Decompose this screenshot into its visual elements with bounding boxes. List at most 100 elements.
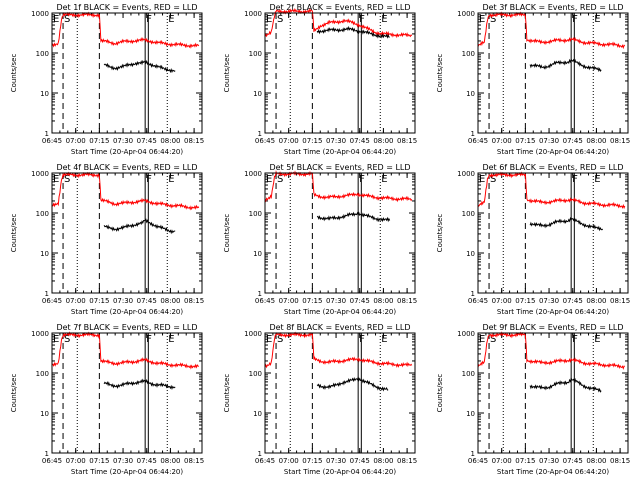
x-tick-label: 07:30 bbox=[539, 457, 559, 465]
y-axis-label: Counts/sec bbox=[436, 214, 444, 253]
x-tick-label: 07:45 bbox=[137, 137, 157, 145]
y-tick-label: 100 bbox=[462, 50, 475, 58]
x-tick-label: 07:30 bbox=[326, 457, 346, 465]
chart-title: Det 3f BLACK = Events, RED = LLD bbox=[482, 3, 623, 12]
x-tick-label: 08:15 bbox=[397, 297, 417, 305]
x-tick-label: 08:00 bbox=[160, 137, 180, 145]
y-tick-label: 100 bbox=[36, 370, 49, 378]
chart-panel: Det 1f BLACK = Events, RED = LLD Counts/s… bbox=[10, 3, 204, 156]
y-axis-label: Counts/sec bbox=[10, 374, 18, 413]
x-tick-label: 06:45 bbox=[468, 457, 488, 465]
y-tick-label: 10 bbox=[40, 250, 49, 258]
event-marker-label: F bbox=[572, 14, 578, 25]
x-tick-label: 08:15 bbox=[610, 297, 630, 305]
plot-frame bbox=[477, 332, 629, 454]
event-marker-label: S bbox=[490, 14, 496, 25]
y-tick-label: 100 bbox=[249, 210, 262, 218]
x-tick-label: 08:00 bbox=[160, 297, 180, 305]
series-line bbox=[316, 211, 391, 223]
x-tick-label: 07:15 bbox=[515, 457, 535, 465]
x-tick-label: 07:00 bbox=[66, 297, 86, 305]
series-line bbox=[264, 331, 413, 369]
x-tick-label: 08:15 bbox=[610, 457, 630, 465]
x-tick-label: 07:15 bbox=[89, 137, 109, 145]
chart-panel: Det 3f BLACK = Events, RED = LLD Counts/s… bbox=[436, 3, 630, 156]
plot-frame bbox=[264, 172, 416, 294]
y-tick-label: 10 bbox=[466, 250, 475, 258]
series-line bbox=[51, 171, 200, 211]
series-line bbox=[103, 378, 176, 391]
y-tick-label: 10 bbox=[253, 250, 262, 258]
event-marker-label: F bbox=[572, 174, 578, 185]
x-tick-label: 07:00 bbox=[492, 297, 512, 305]
x-tick-label: 08:00 bbox=[373, 297, 393, 305]
x-tick-label: 07:15 bbox=[89, 297, 109, 305]
event-marker-label: E bbox=[594, 174, 600, 185]
y-tick-label: 1000 bbox=[244, 170, 262, 178]
x-tick-label: 08:15 bbox=[397, 457, 417, 465]
x-axis-label: Start Time (20-Apr-04 06:44:20) bbox=[71, 308, 183, 316]
chart-title: Det 8f BLACK = Events, RED = LLD bbox=[269, 323, 410, 332]
y-tick-label: 1 bbox=[45, 450, 49, 458]
chart-panel: Det 7f BLACK = Events, RED = LLD Counts/s… bbox=[10, 323, 204, 476]
plot-frame bbox=[477, 172, 629, 294]
y-tick-label: 1000 bbox=[31, 10, 49, 18]
x-tick-label: 07:30 bbox=[113, 457, 133, 465]
event-marker-label: S bbox=[277, 334, 283, 345]
x-tick-label: 07:45 bbox=[563, 457, 583, 465]
event-marker-label: E bbox=[168, 14, 174, 25]
event-marker-label: S bbox=[64, 174, 70, 185]
event-marker-label: E bbox=[479, 174, 485, 185]
event-marker-label: F bbox=[146, 14, 152, 25]
x-tick-label: 07:45 bbox=[350, 137, 370, 145]
x-tick-label: 06:45 bbox=[255, 137, 275, 145]
plot-frame bbox=[51, 332, 203, 454]
event-marker-label: E bbox=[594, 334, 600, 345]
event-marker-label: S bbox=[64, 334, 70, 345]
x-tick-label: 07:15 bbox=[302, 457, 322, 465]
x-tick-label: 08:00 bbox=[586, 297, 606, 305]
x-tick-label: 08:00 bbox=[586, 137, 606, 145]
y-tick-label: 10 bbox=[466, 90, 475, 98]
y-tick-label: 1 bbox=[258, 290, 262, 298]
y-tick-label: 100 bbox=[249, 370, 262, 378]
event-marker-label: F bbox=[359, 14, 365, 25]
y-tick-label: 1000 bbox=[31, 170, 49, 178]
y-axis-label: Counts/sec bbox=[223, 374, 231, 413]
x-tick-label: 07:45 bbox=[350, 297, 370, 305]
x-axis-label: Start Time (20-Apr-04 06:44:20) bbox=[71, 468, 183, 476]
chart-panel: Det 9f BLACK = Events, RED = LLD Counts/s… bbox=[436, 323, 630, 476]
plot-frame bbox=[264, 332, 416, 454]
event-marker-label: S bbox=[277, 14, 283, 25]
series-line bbox=[103, 59, 176, 74]
event-marker-label: E bbox=[266, 14, 272, 25]
x-tick-label: 07:00 bbox=[279, 137, 299, 145]
x-axis-label: Start Time (20-Apr-04 06:44:20) bbox=[284, 148, 396, 156]
series-line bbox=[477, 11, 626, 50]
y-tick-label: 1000 bbox=[244, 330, 262, 338]
event-marker-label: E bbox=[53, 174, 59, 185]
y-tick-label: 1 bbox=[45, 130, 49, 138]
y-axis-label: Counts/sec bbox=[436, 54, 444, 93]
x-tick-label: 08:15 bbox=[610, 137, 630, 145]
x-tick-label: 06:45 bbox=[42, 457, 62, 465]
chart-title: Det 5f BLACK = Events, RED = LLD bbox=[269, 163, 410, 172]
chart-panel: Det 6f BLACK = Events, RED = LLD Counts/s… bbox=[436, 163, 630, 316]
y-tick-label: 10 bbox=[466, 410, 475, 418]
event-marker-label: F bbox=[572, 334, 578, 345]
y-tick-label: 1000 bbox=[244, 10, 262, 18]
event-marker-label: F bbox=[146, 174, 152, 185]
plot-frame bbox=[51, 172, 203, 294]
x-tick-label: 06:45 bbox=[255, 297, 275, 305]
series-line bbox=[51, 11, 200, 49]
series-line bbox=[51, 331, 200, 370]
chart-panel: Det 2f BLACK = Events, RED = LLD Counts/s… bbox=[223, 3, 417, 156]
series-line bbox=[529, 58, 602, 73]
y-tick-label: 1000 bbox=[457, 170, 475, 178]
y-tick-label: 1 bbox=[471, 130, 475, 138]
y-tick-label: 1 bbox=[258, 450, 262, 458]
event-marker-label: S bbox=[277, 174, 283, 185]
x-tick-label: 07:00 bbox=[66, 457, 86, 465]
x-tick-label: 06:45 bbox=[468, 137, 488, 145]
chart-title: Det 1f BLACK = Events, RED = LLD bbox=[56, 3, 197, 12]
